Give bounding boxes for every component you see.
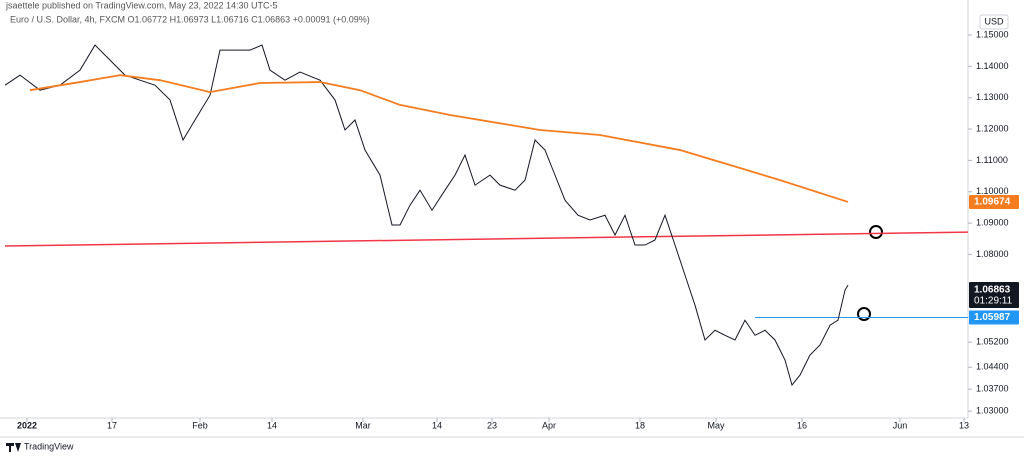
x-tick-label: 23 [487, 420, 497, 430]
y-tick-label: 1.03700 [976, 384, 1009, 394]
x-tick-label: 2022 [17, 420, 37, 430]
x-tick-label: 13 [959, 420, 969, 430]
x-tick-label: May [707, 420, 725, 430]
x-tick-label: Mar [355, 420, 371, 430]
currency-box [979, 14, 1009, 30]
y-tick-label: 1.14000 [976, 61, 1009, 71]
y-tick-label: 1.03000 [976, 405, 1009, 415]
x-tick-label: Apr [542, 420, 556, 430]
x-tick-label: 16 [797, 420, 807, 430]
y-tick-label: 1.15000 [976, 29, 1009, 39]
symbol-line: Euro / U.S. Dollar, 4h, FXCM O1.06772 H1… [10, 14, 370, 24]
price-tag-timer: 01:29:11 [974, 296, 1013, 307]
price-line [4, 44, 849, 387]
price-tag [969, 194, 1019, 209]
annotation-circle [857, 307, 871, 321]
y-tick-label: 1.11000 [976, 155, 1008, 165]
y-tick-label: 1.13000 [976, 92, 1009, 102]
trend-line [4, 231, 969, 247]
x-tick-label: 14 [267, 420, 277, 430]
currency: USD [984, 16, 1004, 26]
y-tick-label: 1.12000 [976, 123, 1009, 133]
price-line [29, 74, 849, 203]
price-tag [969, 282, 1019, 309]
y-tick-label: 1.08000 [976, 249, 1009, 259]
x-tick-label: 14 [432, 420, 442, 430]
annotation-circle [869, 225, 883, 239]
x-tick-label: Jun [893, 420, 908, 430]
y-tick-label: 1.04400 [976, 362, 1009, 372]
price-tag [969, 310, 1019, 325]
y-tick-label: 1.09000 [976, 217, 1009, 227]
x-tick-label: 18 [635, 420, 645, 430]
x-tick-label: Feb [192, 420, 208, 430]
x-tick-label: 17 [107, 420, 117, 430]
publisher: jsaettele published on TradingView.com, … [5, 0, 278, 10]
y-tick-label: 1.05200 [976, 337, 1009, 347]
price-tag-label: 1.05987 [974, 312, 1011, 323]
price-tag-label: 1.06863 [974, 285, 1011, 296]
price-tag-label: 1.09674 [974, 197, 1011, 208]
brand: TradingView [24, 441, 74, 451]
brand-logo [6, 443, 21, 452]
y-tick-label: 1.10000 [976, 186, 1009, 196]
